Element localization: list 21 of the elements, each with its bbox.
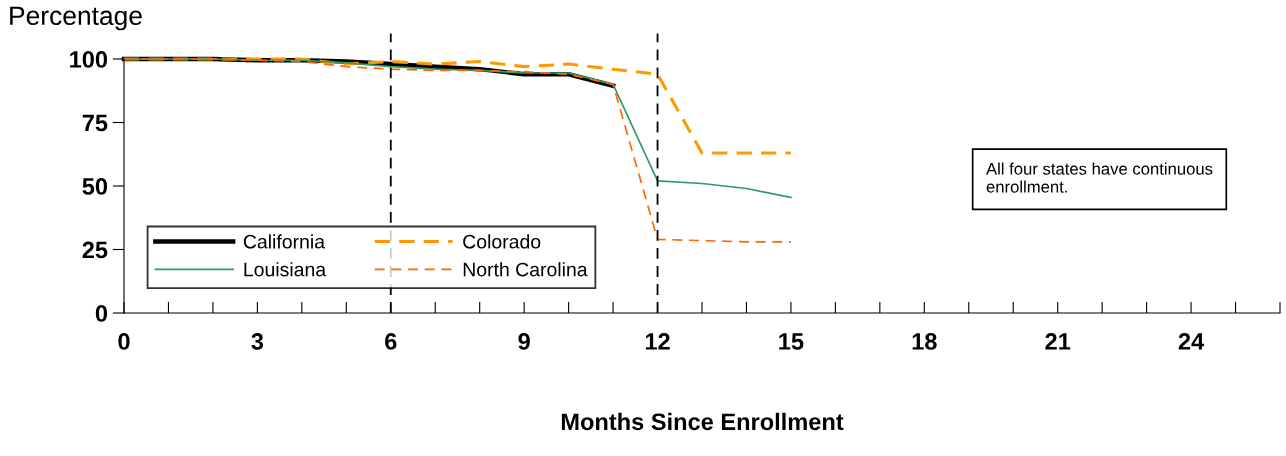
y-tick-label: 100 [70, 51, 108, 68]
y-tick-label: 50 [82, 178, 108, 195]
y-axis-title: Percentage [10, 6, 142, 31]
x-tick-label: 6 [385, 333, 397, 350]
x-tick-label: 15 [779, 333, 804, 350]
x-tick-label: 21 [1045, 333, 1071, 350]
x-tick-label: 9 [518, 333, 530, 350]
x-tick-label: 18 [912, 333, 937, 350]
legend-label: Colorado [463, 234, 541, 249]
y-tick-label: 75 [82, 114, 108, 132]
annotation: All four states have continuous enrollment. [986, 162, 1213, 193]
y-tick-label: 25 [82, 241, 108, 259]
legend-label: California [243, 234, 326, 249]
x-tick-label: 0 [118, 333, 130, 350]
x-tick-label: 3 [251, 333, 264, 350]
y-tick-label: 0 [95, 305, 108, 322]
legend-label: North Carolina [463, 262, 588, 277]
x-tick-label: 24 [1178, 333, 1205, 350]
legend-label: Louisiana [244, 262, 327, 277]
x-tick-label: 12 [645, 333, 670, 350]
x-axis-title: Months Since Enrollment [561, 412, 844, 431]
